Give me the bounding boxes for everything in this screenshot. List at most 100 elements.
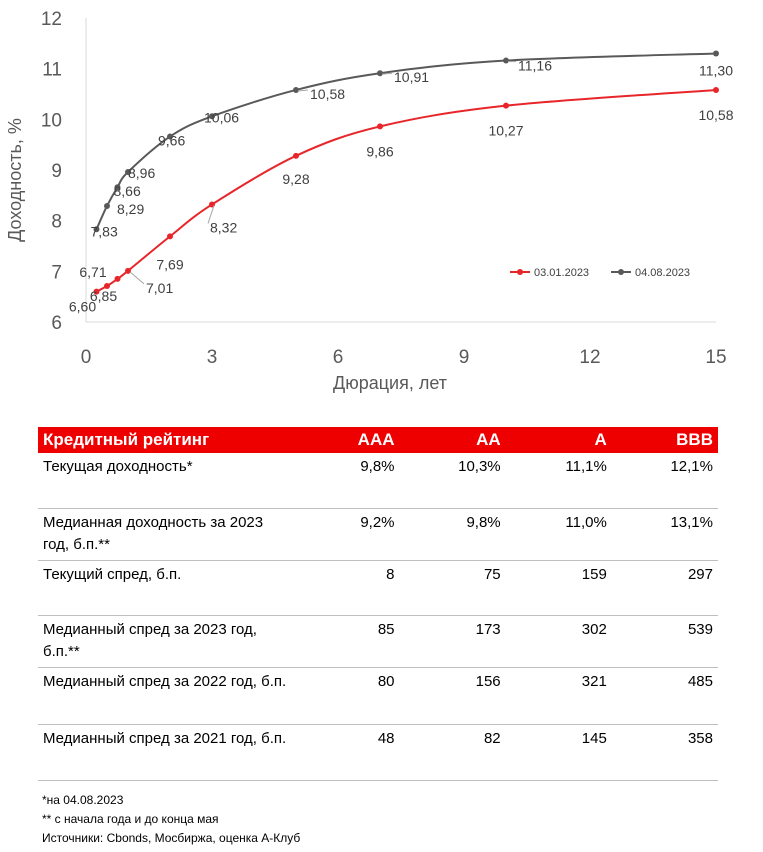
series-group: 6,60 6,71 6,85 7,01 7,69 8,32 9,28 9,86 10,27 10,… (69, 50, 734, 315)
label-leader-line (207, 205, 215, 224)
x-tick-labels: 0 3 6 9 12 15 (81, 347, 727, 368)
x-tick-label: 3 (207, 347, 218, 368)
header-bbb: BBB (611, 427, 718, 453)
data-point (377, 123, 383, 130)
data-label: 8,29 (117, 201, 144, 217)
data-label: 6,60 (69, 299, 96, 315)
x-tick-label: 6 (333, 347, 344, 368)
value-cell: 11,1% (505, 453, 612, 509)
label-leader-line (129, 271, 145, 285)
x-tick-label: 15 (705, 347, 726, 368)
value-cell: 80 (293, 667, 400, 725)
footnote-period: ** с начала года и до конца мая (42, 812, 219, 826)
value-cell: 11,0% (505, 508, 612, 561)
value-cell: 297 (611, 560, 718, 616)
legend-label: 04.08.2023 (635, 267, 690, 279)
value-cell: 10,3% (399, 453, 506, 509)
data-point (125, 169, 131, 176)
legend-label: 03.01.2023 (534, 267, 589, 279)
y-tick-label: 9 (51, 161, 62, 182)
value-cell: 9,8% (399, 508, 506, 561)
value-cell: 358 (611, 724, 718, 781)
value-cell: 173 (399, 615, 506, 668)
value-cell: 8 (293, 560, 400, 616)
value-cell: 321 (505, 667, 612, 725)
table-row: Текущая доходность* 9,8% 10,3% 11,1% 12,1% (38, 453, 718, 509)
value-cell: 9,8% (293, 453, 400, 509)
data-label: 9,28 (282, 171, 309, 187)
table-header-row: Кредитный рейтинг AAA AA A BBB (38, 427, 718, 453)
data-point (114, 275, 121, 282)
value-cell: 145 (505, 724, 612, 781)
data-point (503, 102, 509, 109)
header-rating: Кредитный рейтинг (38, 427, 294, 453)
legend: 03.01.2023 04.08.2023 (510, 267, 690, 279)
value-cell: 485 (611, 667, 718, 725)
value-cell: 75 (399, 560, 506, 616)
data-label: 7,83 (91, 223, 118, 239)
data-point (293, 86, 299, 93)
data-point (713, 50, 719, 57)
table-row: Медианная доходность за 2023 год, б.п.**… (38, 508, 718, 561)
value-cell: 159 (505, 560, 612, 616)
y-tick-label: 11 (42, 60, 62, 81)
footnote-sources: Источники: Cbonds, Мосбиржа, оценка А-Кл… (42, 831, 301, 845)
table-row: Медианный спред за 2023 год, б.п.** 85 173… (38, 615, 718, 668)
data-point (93, 226, 100, 233)
data-point (93, 288, 100, 295)
legend-swatch-marker (618, 269, 624, 275)
data-point (167, 233, 173, 240)
data-label: 10,58 (698, 107, 733, 123)
row-label-cell: Текущая доходность* (38, 453, 294, 509)
data-label: 10,27 (488, 123, 523, 139)
y-tick-label: 6 (51, 313, 62, 334)
footnotes: *на 04.08.2023 ** с начала года и до кон… (42, 791, 300, 848)
data-label: 11,30 (699, 62, 733, 78)
value-cell: 156 (399, 667, 506, 725)
data-label: 10,91 (394, 69, 429, 85)
row-label-cell: Медианная доходность за 2023 год, б.п.** (38, 508, 294, 561)
table-row: Текущий спред, б.п. 8 75 159 297 (38, 560, 718, 616)
y-tick-labels: 6 7 8 9 10 11 12 (41, 9, 62, 334)
data-point (114, 184, 121, 191)
value-cell: 48 (293, 724, 400, 781)
y-tick-label: 8 (51, 212, 62, 233)
data-point (377, 70, 383, 77)
value-cell: 539 (611, 615, 718, 668)
data-label: 7,01 (146, 280, 173, 296)
yield-curve-chart: 6 7 8 9 10 11 12 0 3 6 9 12 15 Доходность, % Дюраци… (5, 9, 734, 393)
x-tick-label: 0 (81, 347, 92, 368)
label-leader-line (297, 89, 309, 92)
value-cell: 82 (399, 724, 506, 781)
data-point (104, 202, 110, 209)
data-label: 8,96 (128, 165, 155, 181)
data-label: 9,86 (366, 143, 393, 159)
label-leader-line (381, 72, 393, 75)
data-label: 9,66 (158, 133, 185, 149)
x-axis-title: Дюрация, лет (333, 373, 447, 393)
header-aaa: AAA (293, 427, 400, 453)
legend-swatch-marker (517, 269, 523, 275)
value-cell: 85 (293, 615, 400, 668)
series-line (96, 88, 717, 293)
value-cell: 302 (505, 615, 612, 668)
x-tick-label: 9 (459, 347, 470, 368)
data-point (104, 283, 110, 290)
data-label: 10,58 (310, 86, 345, 102)
row-label-cell: Медианный спред за 2023 год, б.п.** (38, 615, 294, 668)
header-a: A (505, 427, 612, 453)
data-label: 6,71 (79, 264, 106, 280)
data-label: 8,66 (114, 183, 141, 199)
data-point (293, 152, 299, 159)
y-tick-label: 7 (51, 262, 62, 283)
data-label: 10,06 (204, 109, 239, 125)
y-tick-label: 10 (41, 110, 62, 131)
data-label: 11,16 (518, 58, 552, 74)
table-row: Медианный спред за 2021 год, б.п. 48 82 145… (38, 724, 718, 781)
y-axis-title: Доходность, % (5, 118, 25, 242)
table-row: Медианный спред за 2022 год, б.п. 80 156 32… (38, 667, 718, 725)
data-point (167, 133, 173, 140)
header-aa: AA (399, 427, 506, 453)
data-point (713, 86, 719, 93)
row-label-cell: Медианный спред за 2021 год, б.п. (38, 724, 294, 781)
